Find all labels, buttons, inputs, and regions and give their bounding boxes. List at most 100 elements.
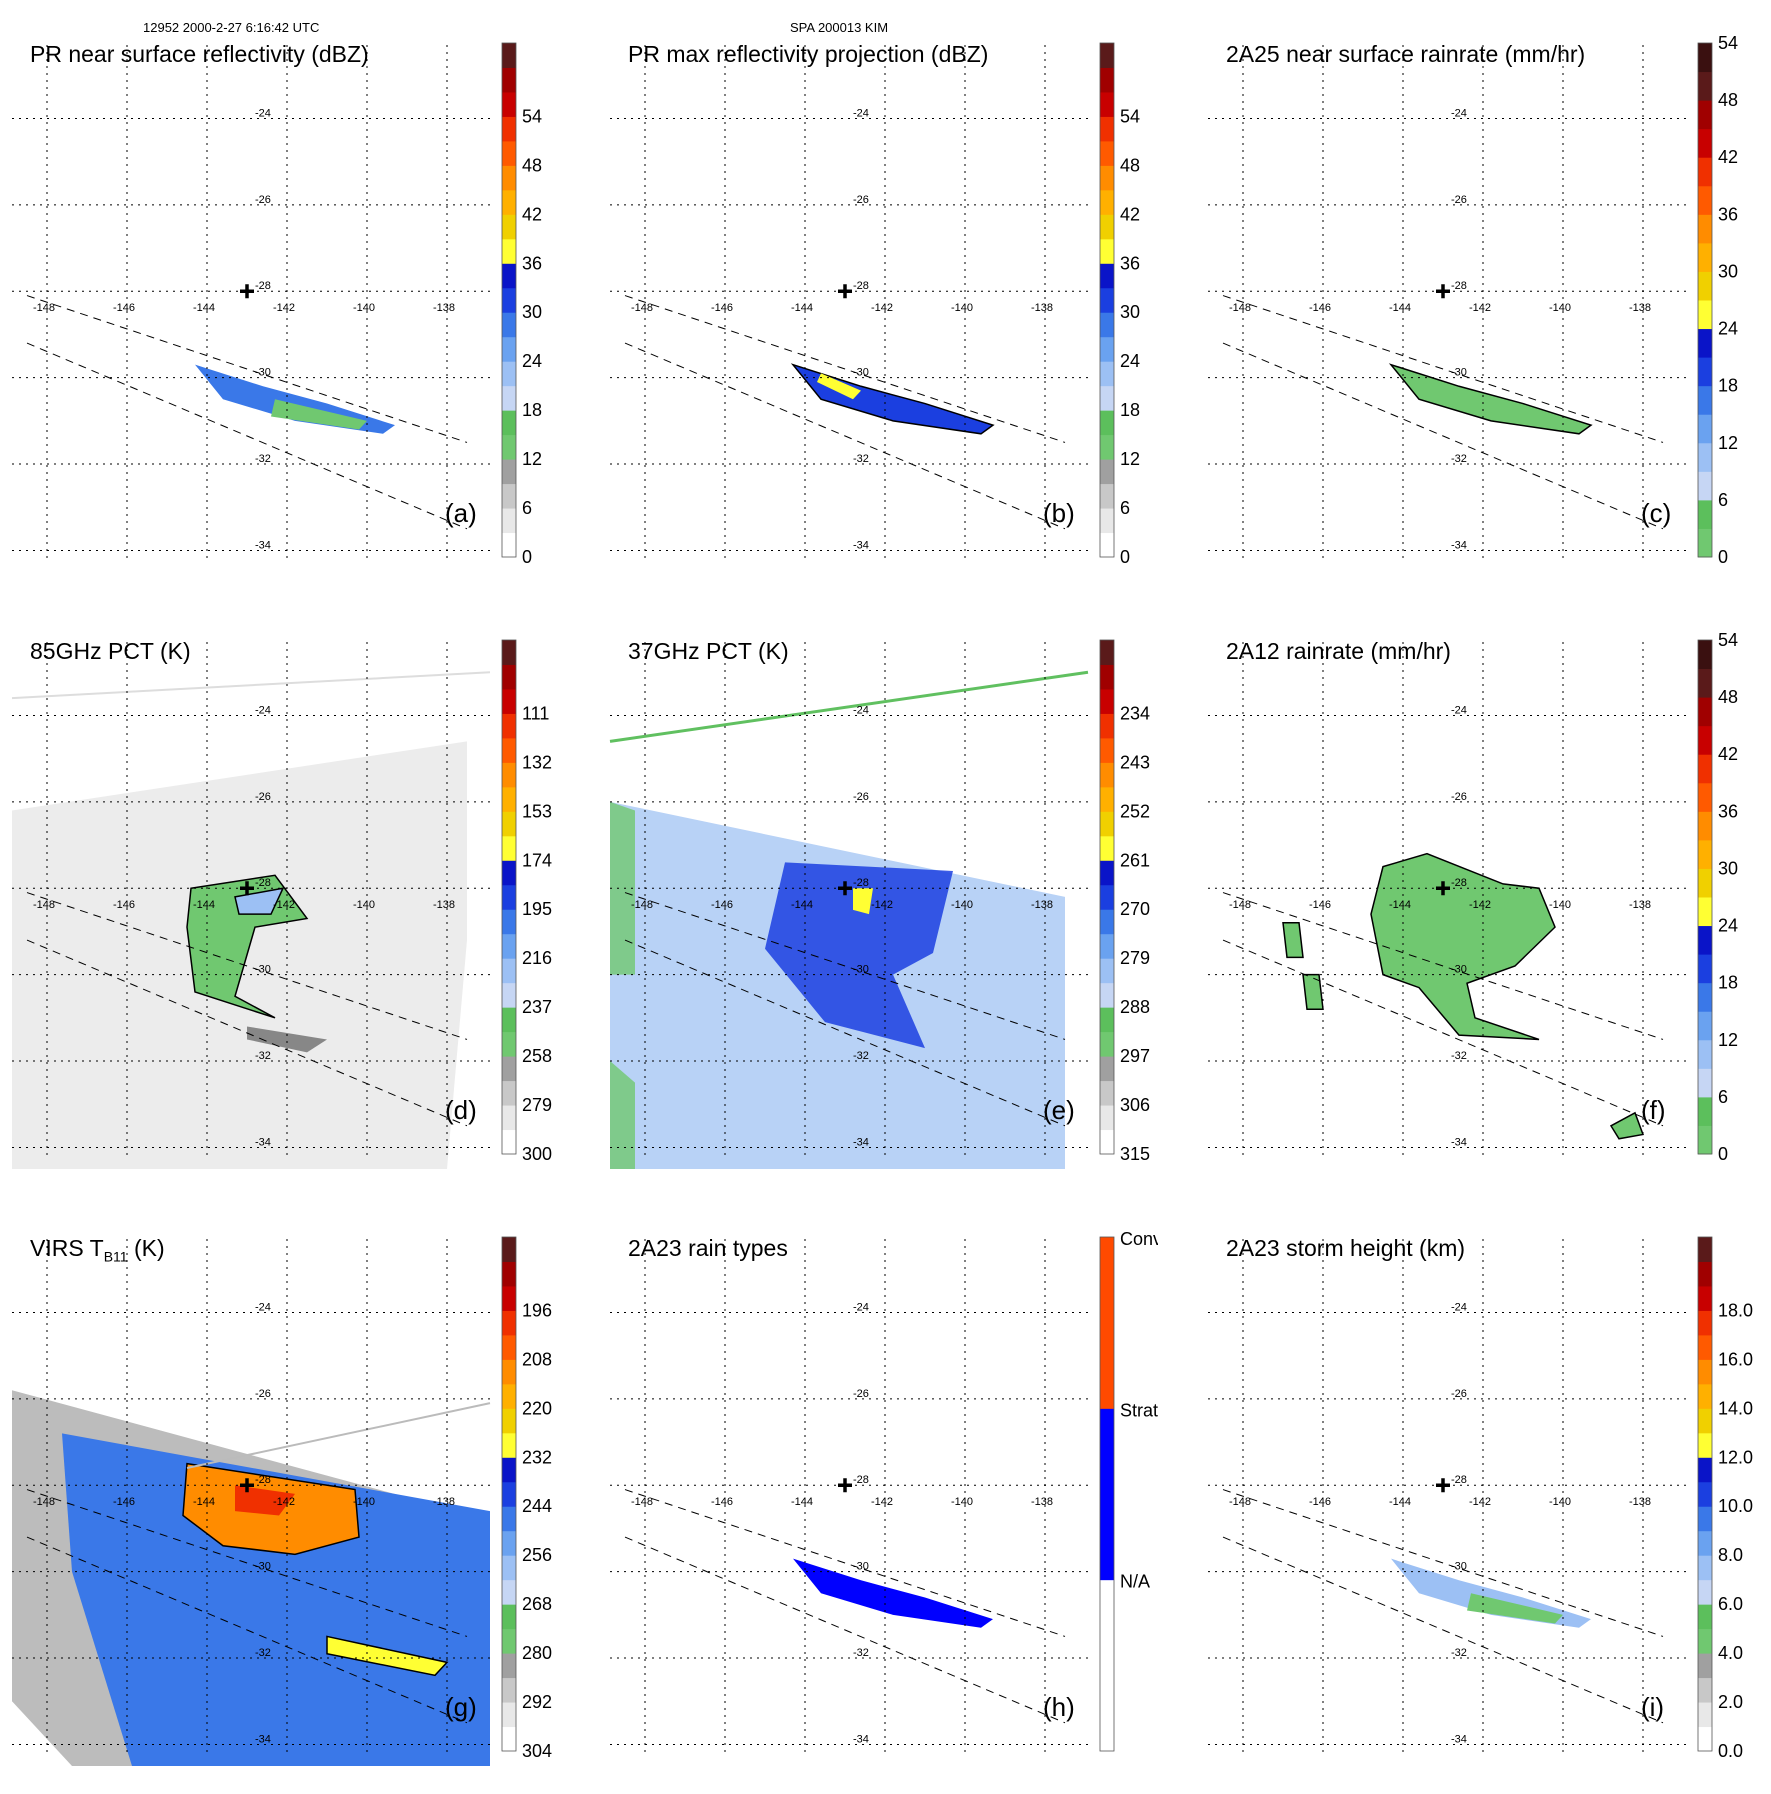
colorbar-tick: 270 bbox=[1120, 899, 1150, 919]
colorbar-segment bbox=[502, 459, 516, 485]
colorbar-segment bbox=[1100, 532, 1114, 558]
lat-label: -34 bbox=[853, 1136, 869, 1148]
lat-label: -30 bbox=[255, 964, 271, 976]
colorbar-tick: 304 bbox=[522, 1741, 552, 1761]
colorbar-segment bbox=[502, 434, 516, 460]
colorbar-segment bbox=[1698, 1677, 1712, 1703]
header-orbit-time: 12952 2000-2-27 6:16:42 UTC bbox=[143, 20, 320, 35]
storm-center-marker bbox=[240, 1478, 254, 1493]
lon-label: -140 bbox=[951, 302, 973, 314]
colorbar-tick: 48 bbox=[1718, 687, 1738, 707]
colorbar-segment bbox=[1698, 754, 1712, 784]
pr-swath-edge bbox=[26, 939, 468, 1127]
colorbar-segment bbox=[502, 1237, 516, 1262]
pr-swath-edge bbox=[26, 342, 468, 530]
colorbar-tick: 30 bbox=[1718, 261, 1738, 281]
colorbar-segment bbox=[502, 410, 516, 436]
panel-letter: (g) bbox=[445, 1692, 477, 1722]
storm-center-marker bbox=[1436, 284, 1450, 299]
colorbar-segment bbox=[502, 958, 516, 984]
colorbar-segment bbox=[502, 238, 516, 264]
colorbar-segment bbox=[1100, 1031, 1114, 1057]
colorbar-segment bbox=[502, 189, 516, 215]
colorbar-segment bbox=[502, 1677, 516, 1703]
colorbar-tick: 292 bbox=[522, 1692, 552, 1712]
colorbar-segment bbox=[1100, 312, 1114, 338]
data-region bbox=[62, 1433, 490, 1767]
colorbar-segment bbox=[502, 982, 516, 1008]
lon-label: -144 bbox=[1389, 1496, 1411, 1508]
colorbar-segment bbox=[1100, 238, 1114, 264]
swath-edge bbox=[609, 670, 1089, 743]
lat-label: -34 bbox=[255, 1733, 271, 1745]
colorbar-segment bbox=[1698, 1408, 1712, 1434]
colorbar-tick: 0 bbox=[1718, 547, 1728, 567]
colorbar-segment bbox=[502, 860, 516, 886]
colorbar-segment bbox=[1698, 71, 1712, 101]
lat-label: -24 bbox=[255, 704, 271, 716]
lon-label: -140 bbox=[353, 899, 375, 911]
colorbar-segment bbox=[1100, 410, 1114, 436]
lon-label: -148 bbox=[1229, 1496, 1251, 1508]
colorbar-segment bbox=[502, 884, 516, 910]
colorbar-segment bbox=[1698, 982, 1712, 1012]
colorbar-segment bbox=[502, 1432, 516, 1458]
lat-label: -32 bbox=[853, 1050, 869, 1062]
colorbar-segment bbox=[1698, 271, 1712, 301]
colorbar-segment bbox=[502, 1007, 516, 1033]
lon-label: -146 bbox=[113, 1496, 135, 1508]
colorbar-tick: N/A bbox=[1120, 1572, 1150, 1592]
lon-label: -146 bbox=[711, 1496, 733, 1508]
pr-swath-edge bbox=[1222, 342, 1664, 530]
lat-label: -34 bbox=[255, 1136, 271, 1148]
colorbar-segment bbox=[1100, 1129, 1114, 1155]
lat-label: -24 bbox=[1451, 1301, 1467, 1313]
lat-label: -30 bbox=[1451, 964, 1467, 976]
colorbar-segment bbox=[502, 1105, 516, 1131]
colorbar-segment bbox=[502, 1530, 516, 1556]
colorbar-segment bbox=[1698, 128, 1712, 158]
lon-label: -148 bbox=[33, 1496, 55, 1508]
colorbar-segment bbox=[1698, 1068, 1712, 1098]
colorbar-tick: 18.0 bbox=[1718, 1300, 1753, 1320]
colorbar-segment bbox=[502, 116, 516, 142]
lat-label: -34 bbox=[255, 539, 271, 551]
colorbar-segment bbox=[502, 1628, 516, 1654]
lat-label: -34 bbox=[1451, 539, 1467, 551]
lat-label: -24 bbox=[853, 107, 869, 119]
colorbar-segment bbox=[1100, 1105, 1114, 1131]
colorbar-tick: 16.0 bbox=[1718, 1349, 1753, 1369]
colorbar-tick: 306 bbox=[1120, 1095, 1150, 1115]
panel-h: -148 -146 -144 -142 -140 -138 -24 -26 -28 -30 -32 -… bbox=[598, 1229, 1158, 1794]
colorbar-segment bbox=[502, 1555, 516, 1581]
colorbar-segment bbox=[502, 483, 516, 509]
colorbar-tick: 36 bbox=[1120, 253, 1140, 273]
colorbar-tick: 48 bbox=[522, 155, 542, 175]
data-region bbox=[610, 801, 635, 975]
storm-center-marker bbox=[240, 881, 254, 896]
lon-label: -138 bbox=[433, 302, 455, 314]
colorbar-segment bbox=[1100, 1080, 1114, 1106]
colorbar-segment bbox=[1698, 1261, 1712, 1287]
colorbar-segment bbox=[1698, 528, 1712, 558]
colorbar-segment bbox=[1698, 1039, 1712, 1069]
colorbar-tick: 208 bbox=[522, 1349, 552, 1369]
colorbar-tick: 234 bbox=[1120, 703, 1150, 723]
colorbar-segment bbox=[1698, 414, 1712, 444]
lon-label: -144 bbox=[1389, 302, 1411, 314]
panel-a: -148 -146 -144 -142 -140 -138 -24 -26 -28 -30 -32 -… bbox=[0, 35, 560, 600]
colorbar-tick: 6 bbox=[1718, 490, 1728, 510]
panel-title: 85GHz PCT (K) bbox=[30, 638, 191, 664]
colorbar-tick: 54 bbox=[1718, 35, 1738, 53]
storm-center-marker bbox=[1436, 881, 1450, 896]
colorbar-tick: 258 bbox=[522, 1046, 552, 1066]
colorbar-tick: Conv bbox=[1120, 1229, 1158, 1249]
colorbar-tick: 36 bbox=[1718, 204, 1738, 224]
lat-label: -30 bbox=[255, 1561, 271, 1573]
lat-label: -26 bbox=[1451, 194, 1467, 206]
colorbar-segment bbox=[1100, 688, 1114, 714]
data-region bbox=[326, 1635, 449, 1677]
lon-label: -148 bbox=[33, 302, 55, 314]
colorbar-segment bbox=[502, 1506, 516, 1532]
colorbar-segment bbox=[1100, 909, 1114, 935]
